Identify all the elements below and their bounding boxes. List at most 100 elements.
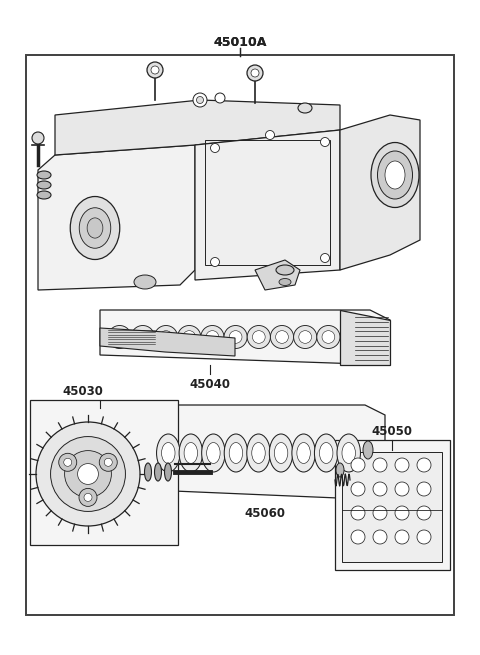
- Circle shape: [84, 493, 92, 501]
- Ellipse shape: [136, 331, 149, 343]
- Ellipse shape: [155, 463, 161, 481]
- Polygon shape: [195, 130, 340, 280]
- Circle shape: [147, 62, 163, 78]
- Polygon shape: [55, 100, 340, 155]
- Circle shape: [351, 530, 365, 544]
- Circle shape: [417, 530, 431, 544]
- Circle shape: [417, 506, 431, 520]
- Circle shape: [59, 453, 77, 472]
- Ellipse shape: [371, 143, 419, 208]
- Ellipse shape: [224, 434, 248, 472]
- Ellipse shape: [224, 326, 247, 348]
- Ellipse shape: [314, 434, 338, 472]
- Circle shape: [395, 506, 409, 520]
- Ellipse shape: [363, 441, 373, 459]
- Circle shape: [395, 482, 409, 496]
- Ellipse shape: [385, 161, 405, 189]
- Ellipse shape: [160, 331, 172, 343]
- Circle shape: [36, 422, 140, 526]
- Ellipse shape: [276, 331, 288, 343]
- Ellipse shape: [70, 196, 120, 259]
- Ellipse shape: [79, 208, 111, 248]
- Polygon shape: [340, 310, 390, 365]
- Polygon shape: [100, 328, 235, 356]
- Polygon shape: [150, 405, 385, 500]
- Bar: [205, 140, 330, 265]
- Polygon shape: [255, 260, 300, 290]
- Ellipse shape: [279, 278, 291, 286]
- Ellipse shape: [322, 331, 335, 343]
- Ellipse shape: [108, 326, 131, 348]
- Circle shape: [247, 65, 263, 81]
- Ellipse shape: [317, 326, 340, 348]
- Circle shape: [417, 482, 431, 496]
- Text: 45040: 45040: [190, 378, 230, 391]
- Ellipse shape: [292, 434, 315, 472]
- Ellipse shape: [206, 331, 219, 343]
- Ellipse shape: [229, 331, 242, 343]
- Circle shape: [65, 451, 111, 497]
- Ellipse shape: [319, 443, 333, 464]
- Circle shape: [193, 93, 207, 107]
- Circle shape: [373, 458, 387, 472]
- Ellipse shape: [144, 463, 152, 481]
- Text: 45030: 45030: [62, 385, 103, 398]
- Ellipse shape: [162, 443, 175, 464]
- Circle shape: [79, 489, 97, 506]
- Circle shape: [373, 506, 387, 520]
- Ellipse shape: [207, 443, 220, 464]
- Text: 45010A: 45010A: [213, 35, 267, 48]
- Circle shape: [373, 530, 387, 544]
- Circle shape: [64, 458, 72, 466]
- Circle shape: [32, 132, 44, 144]
- Ellipse shape: [229, 443, 243, 464]
- Circle shape: [417, 458, 431, 472]
- Circle shape: [373, 482, 387, 496]
- Circle shape: [99, 453, 117, 472]
- Circle shape: [211, 257, 219, 267]
- Circle shape: [211, 143, 219, 153]
- Ellipse shape: [252, 443, 265, 464]
- Ellipse shape: [337, 434, 360, 472]
- Circle shape: [395, 530, 409, 544]
- Circle shape: [78, 464, 98, 485]
- Ellipse shape: [155, 326, 178, 348]
- Circle shape: [265, 130, 275, 140]
- Circle shape: [321, 253, 329, 263]
- Ellipse shape: [131, 326, 155, 348]
- Ellipse shape: [276, 265, 294, 275]
- Circle shape: [104, 458, 112, 466]
- Ellipse shape: [274, 443, 288, 464]
- Ellipse shape: [183, 331, 195, 343]
- Circle shape: [50, 437, 125, 512]
- Polygon shape: [38, 145, 195, 290]
- Ellipse shape: [269, 434, 293, 472]
- Circle shape: [321, 138, 329, 147]
- Polygon shape: [340, 115, 420, 270]
- Circle shape: [251, 69, 259, 77]
- Polygon shape: [100, 310, 390, 365]
- Ellipse shape: [134, 275, 156, 289]
- Text: 45050: 45050: [372, 425, 412, 438]
- Circle shape: [351, 506, 365, 520]
- Ellipse shape: [298, 103, 312, 113]
- Bar: [26, 55, 454, 615]
- Text: 45060: 45060: [244, 507, 286, 520]
- Bar: [342, 452, 442, 562]
- Ellipse shape: [37, 191, 51, 199]
- Ellipse shape: [299, 331, 312, 343]
- Ellipse shape: [247, 326, 270, 348]
- Ellipse shape: [247, 434, 270, 472]
- Circle shape: [351, 482, 365, 496]
- Ellipse shape: [202, 434, 225, 472]
- Ellipse shape: [184, 443, 198, 464]
- Circle shape: [351, 458, 365, 472]
- Ellipse shape: [87, 218, 103, 238]
- Circle shape: [395, 458, 409, 472]
- Circle shape: [151, 66, 159, 74]
- Ellipse shape: [252, 331, 265, 343]
- Ellipse shape: [156, 434, 180, 472]
- Text: 45010A: 45010A: [213, 35, 267, 48]
- Circle shape: [215, 93, 225, 103]
- Bar: [335, 440, 450, 570]
